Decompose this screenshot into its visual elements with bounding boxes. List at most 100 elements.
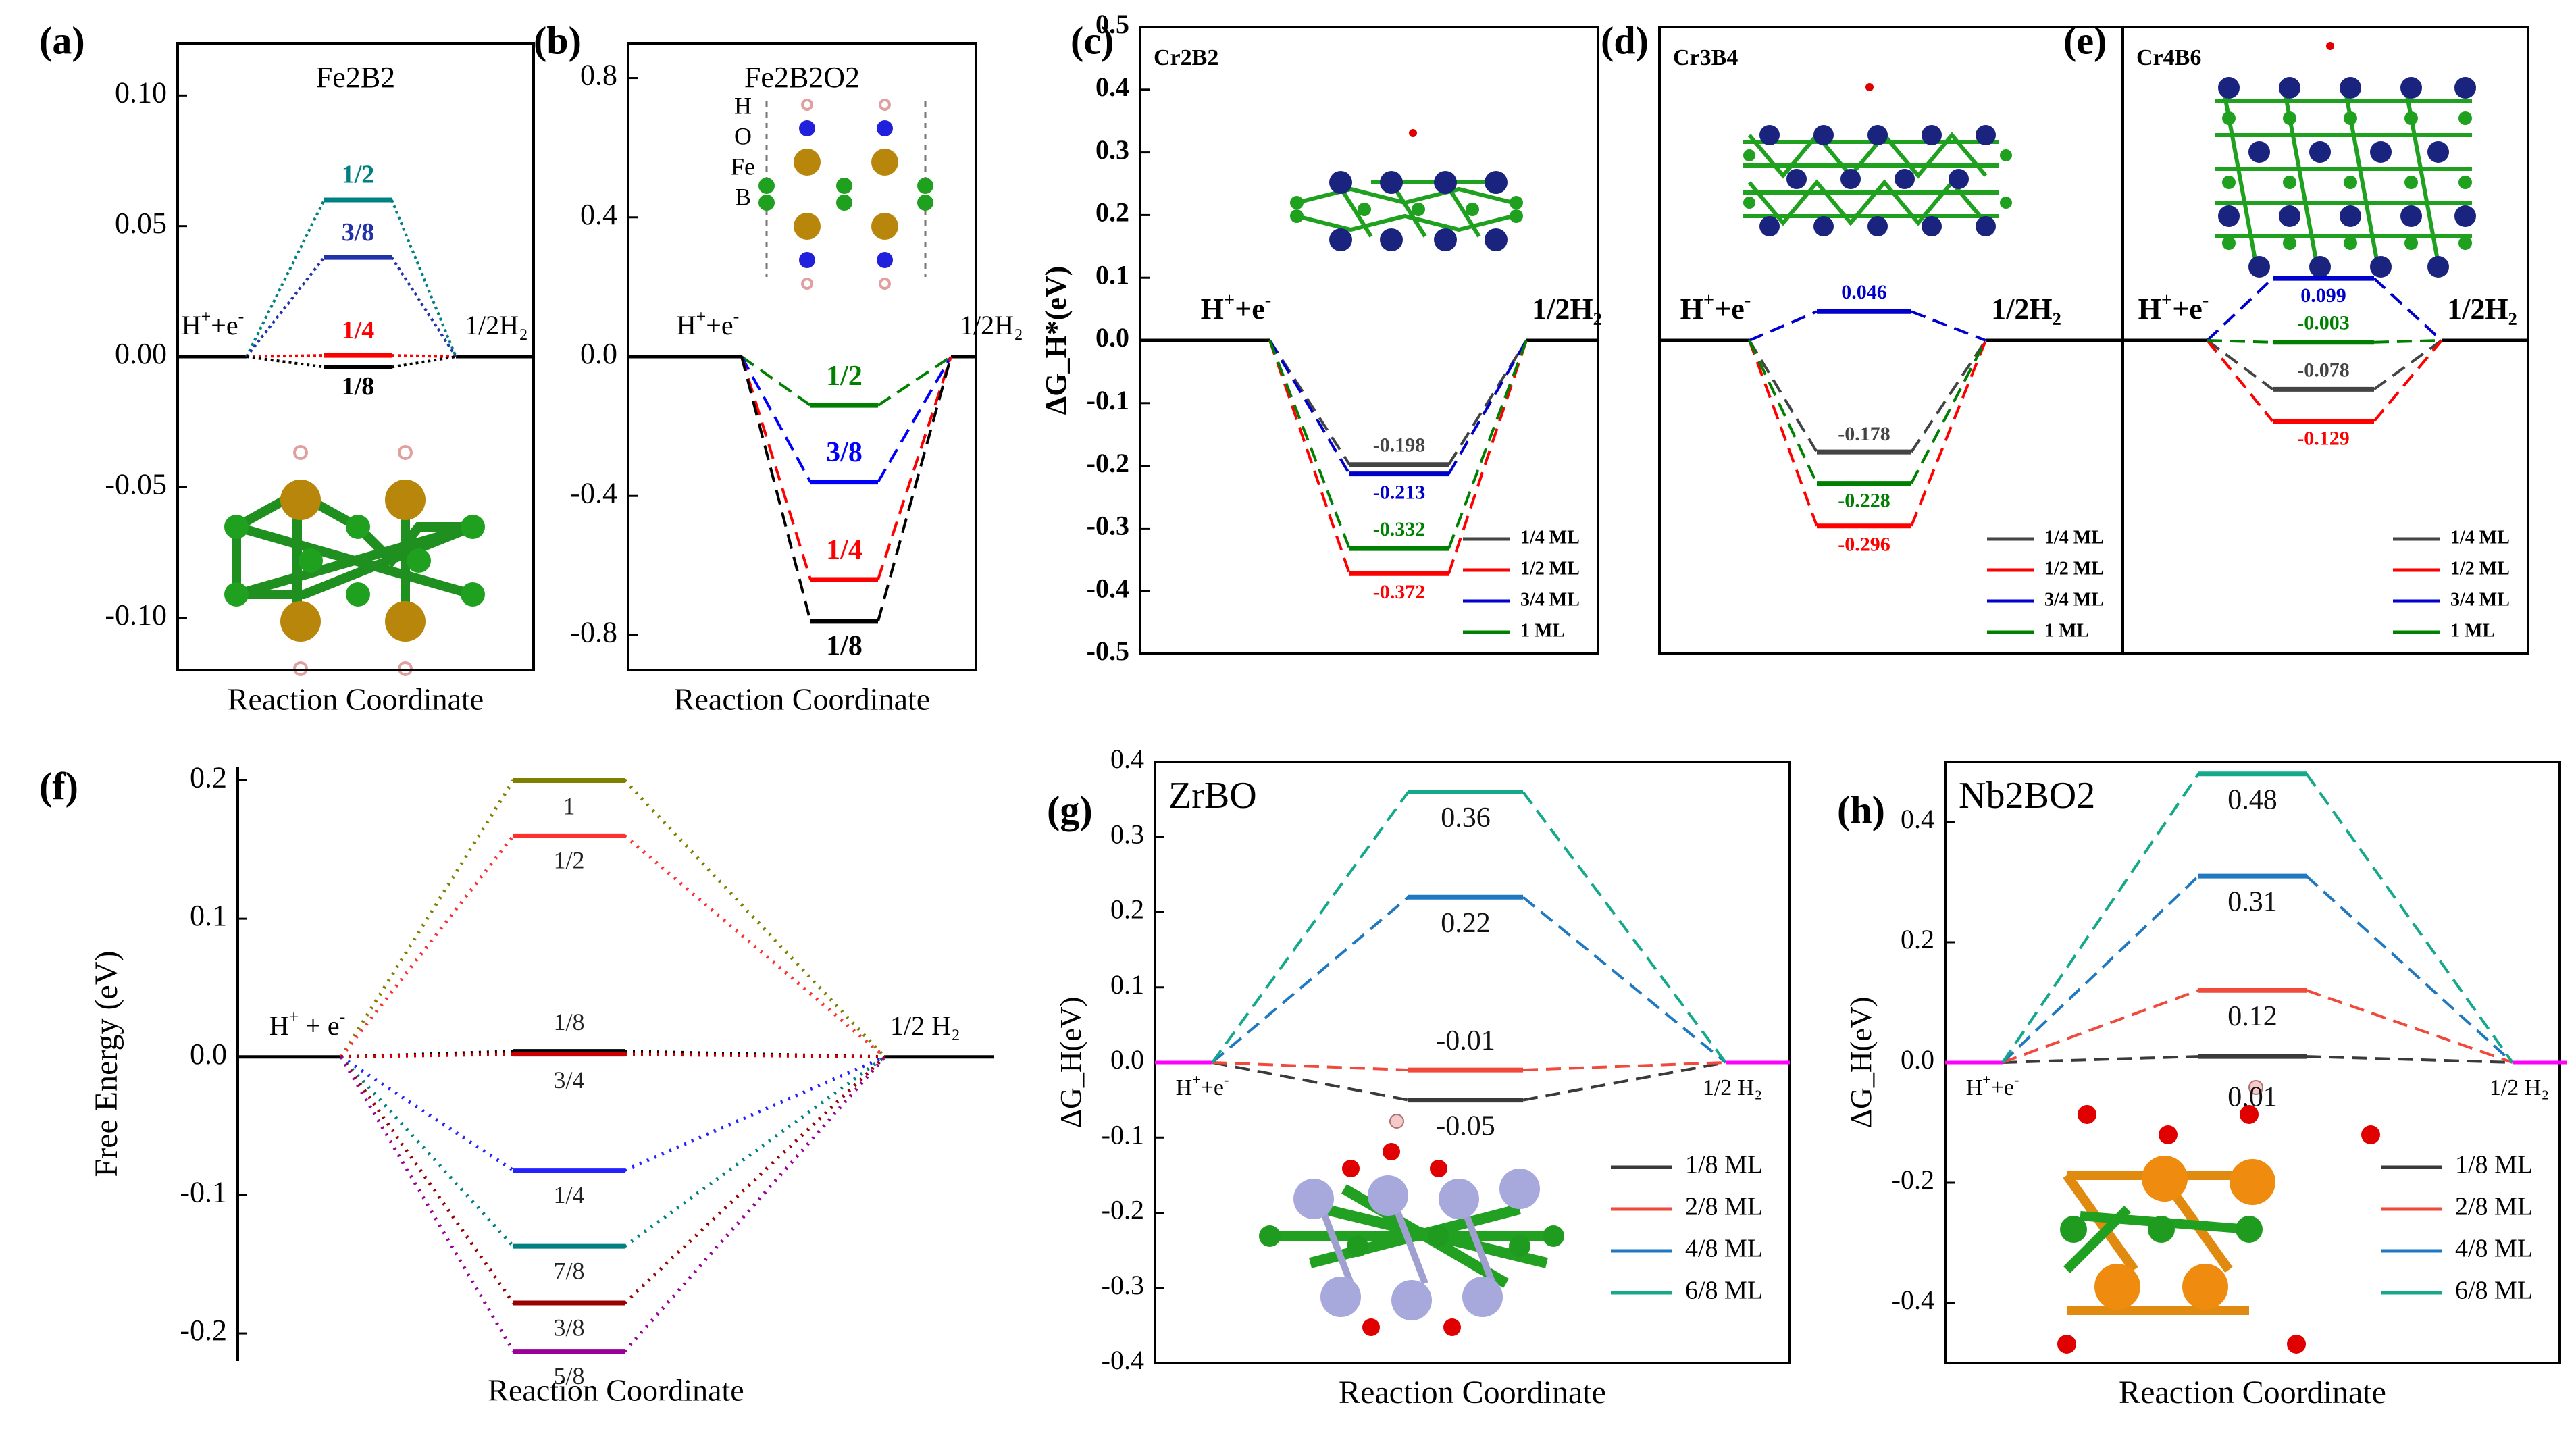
reactant-label: H++e- bbox=[2138, 290, 2209, 326]
panel-b: -0.8 -0.4 0.0 0.4 0.8 1/2 3/8 1/4 1/8 H++e- 1/2H₂ F… bbox=[534, 18, 1023, 716]
level-label: 3/8 bbox=[342, 218, 375, 247]
structure-cr4b6 bbox=[2215, 42, 2476, 278]
level-label: 3/8 bbox=[553, 1314, 584, 1341]
connector-right bbox=[1447, 340, 1528, 549]
reactant-label: H++e- bbox=[1176, 1071, 1229, 1100]
connector-left bbox=[339, 779, 515, 1058]
y-tick-label: -0.05 bbox=[105, 467, 167, 501]
level-label: 0.31 bbox=[2227, 887, 2277, 918]
y-tick-label: 0.2 bbox=[1110, 894, 1144, 925]
y-tick-label: -0.2 bbox=[1892, 1164, 1934, 1195]
reactant-label: H++e- bbox=[1966, 1071, 2019, 1100]
level-label: -0.213 bbox=[1373, 482, 1426, 504]
connector-right bbox=[2373, 339, 2443, 422]
panel-label: (c) bbox=[1071, 18, 1114, 62]
product-label: 1/2 H₂ bbox=[890, 1010, 960, 1041]
legend-label: 6/8 ML bbox=[1685, 1277, 1763, 1305]
connector-right bbox=[1447, 340, 1528, 574]
connector-left bbox=[2002, 989, 2199, 1064]
connector-right bbox=[1522, 1061, 1726, 1072]
connector-left bbox=[2002, 1055, 2199, 1064]
legend-label: 1/4 ML bbox=[2450, 527, 2510, 548]
connector-right bbox=[877, 356, 952, 622]
structure-zrbo bbox=[1259, 1114, 1564, 1336]
level-label: -0.332 bbox=[1373, 518, 1426, 540]
legend-label: 3/4 ML bbox=[2044, 589, 2104, 610]
y-tick-label: 0.10 bbox=[115, 76, 167, 109]
y-tick-label: -0.2 bbox=[180, 1314, 227, 1347]
connector-left bbox=[2206, 277, 2274, 342]
level-label: -0.01 bbox=[1436, 1025, 1495, 1056]
y-tick-label: -0.3 bbox=[1102, 1270, 1144, 1300]
connector-right bbox=[624, 1055, 885, 1172]
y-tick-label: 0.2 bbox=[1096, 197, 1129, 228]
connector-left bbox=[245, 199, 326, 357]
level-label: 1/8 bbox=[342, 372, 375, 401]
level-label: -0.129 bbox=[2297, 428, 2350, 450]
reactant-label: H++e- bbox=[677, 307, 740, 340]
panel-c: -0.5 -0.4 -0.3 -0.2 -0.1 0.0 0.1 0.2 0.3 0.4 0.5 -0… bbox=[1039, 9, 1602, 666]
product-label: 1/2H₂ bbox=[960, 310, 1023, 340]
x-axis-label: Reaction Coordinate bbox=[2119, 1375, 2386, 1410]
level-label: 0.22 bbox=[1441, 908, 1491, 939]
legend-label: 1/8 ML bbox=[2455, 1151, 2533, 1179]
legend-label: 3/4 ML bbox=[2450, 589, 2510, 610]
y-tick-label: 0.4 bbox=[1110, 744, 1144, 774]
connector-right bbox=[390, 199, 457, 357]
connector-right bbox=[877, 355, 952, 407]
chart-title: Cr4B6 bbox=[2136, 45, 2201, 70]
connector-left bbox=[740, 356, 812, 580]
level-label: 1/2 bbox=[826, 361, 862, 392]
connector-left bbox=[2206, 339, 2274, 390]
panel-label: (e) bbox=[2063, 18, 2107, 62]
y-tick-label: 0.0 bbox=[1096, 322, 1129, 353]
level-label: -0.178 bbox=[1838, 423, 1890, 445]
panel-label: (d) bbox=[1601, 18, 1649, 62]
y-tick-label: -0.4 bbox=[1087, 573, 1129, 603]
connector-right bbox=[1522, 896, 1727, 1064]
connector-left bbox=[2206, 339, 2274, 422]
panel-h: -0.4 -0.2 0.0 0.2 0.4 0.01 0.12 0.31 0.48 H++e- 1/… bbox=[1837, 761, 2567, 1410]
panel-label: (g) bbox=[1047, 788, 1093, 831]
connector-right bbox=[2306, 1055, 2513, 1064]
connector-right bbox=[2373, 339, 2443, 391]
y-tick-label: 0.3 bbox=[1110, 819, 1144, 849]
connector-left bbox=[1748, 340, 1818, 484]
y-tick-label: -0.4 bbox=[1102, 1345, 1144, 1375]
panel-label: (b) bbox=[534, 18, 582, 62]
y-tick-label: 0.1 bbox=[1110, 969, 1144, 1000]
y-axis-label: ΔG_H(eV) bbox=[1845, 997, 1878, 1128]
y-tick-label: 0.05 bbox=[115, 207, 167, 240]
level-label: 1/2 bbox=[553, 847, 584, 874]
connector-right bbox=[1910, 340, 1987, 527]
panel-label: (f) bbox=[39, 764, 78, 808]
connector-right bbox=[1910, 340, 1987, 484]
level-label: 5/8 bbox=[553, 1362, 584, 1389]
connector-right bbox=[877, 356, 952, 580]
y-tick-label: -0.1 bbox=[180, 1176, 227, 1209]
y-tick-label: -0.8 bbox=[570, 616, 617, 649]
connector-left bbox=[340, 1056, 515, 1248]
x-axis-label: Reaction Coordinate bbox=[1339, 1375, 1606, 1410]
connector-left bbox=[340, 1055, 515, 1172]
y-tick-label: 0.4 bbox=[1901, 804, 1934, 834]
y-tick-label: 0.2 bbox=[190, 761, 227, 794]
legend-label: 1/4 ML bbox=[1520, 527, 1580, 548]
structures bbox=[224, 42, 2476, 1354]
connector-right bbox=[2306, 989, 2513, 1064]
connector-left bbox=[1268, 339, 1351, 465]
y-tick-label: 0.0 bbox=[190, 1037, 227, 1071]
y-tick-label: 0.8 bbox=[580, 59, 617, 92]
connector-left bbox=[1268, 340, 1351, 549]
panel-f: -0.2 -0.1 0.0 0.1 0.2 1 1/2 1/8 3/4 1/4 7/8 3/8 5/8 H… bbox=[39, 761, 994, 1408]
connector-right bbox=[623, 1055, 886, 1304]
connector-left bbox=[1748, 340, 1818, 527]
panel-a: -0.10 -0.05 0.00 0.05 0.10 1/2 3/8 1/4 1/8 H++e- 1… bbox=[39, 18, 535, 717]
product-label: 1/2H₂ bbox=[2447, 292, 2517, 326]
structure-label: B bbox=[735, 183, 751, 210]
connector-right bbox=[1447, 339, 1528, 475]
x-axis-label: Reaction Coordinate bbox=[228, 682, 484, 717]
level-label: 0.046 bbox=[1841, 281, 1887, 303]
legend-label: 4/8 ML bbox=[1685, 1235, 1763, 1263]
connector-right bbox=[391, 354, 457, 358]
